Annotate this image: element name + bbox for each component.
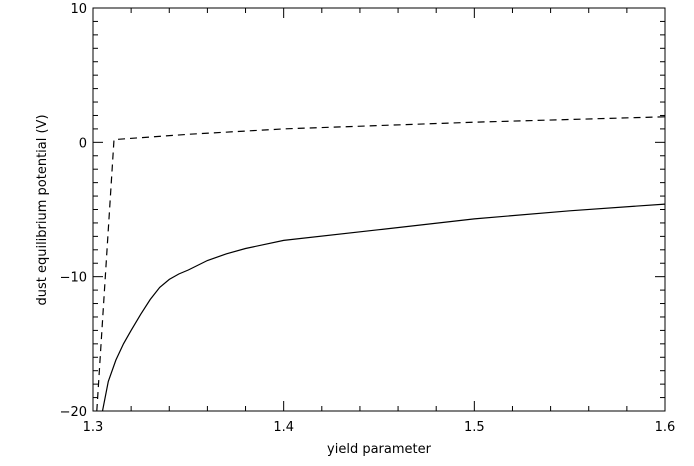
plot-frame — [92, 7, 666, 412]
y-tick-label: 0 — [79, 136, 87, 151]
x-tick-label: 1.6 — [655, 420, 676, 435]
x-tick-label: 1.5 — [464, 420, 485, 435]
x-tick-label: 1.3 — [83, 420, 104, 435]
series-layer — [96, 116, 666, 412]
y-axis-label: dust equilibrium potential (V) — [35, 114, 50, 305]
y-tick-label: −20 — [60, 405, 87, 420]
y-tick-label: −10 — [60, 271, 87, 286]
dashed-series-line — [96, 116, 666, 412]
labels-layer: yield parameter dust equilibrium potenti… — [35, 114, 432, 457]
ticks-layer: 1.3 1.4 1.5 1.6 −20 −10 0 10 — [60, 2, 676, 435]
solid-series-line — [101, 203, 666, 412]
x-tick-label: 1.4 — [273, 420, 294, 435]
x-axis-label: yield parameter — [327, 442, 432, 457]
y-tick-label: 10 — [70, 2, 87, 17]
